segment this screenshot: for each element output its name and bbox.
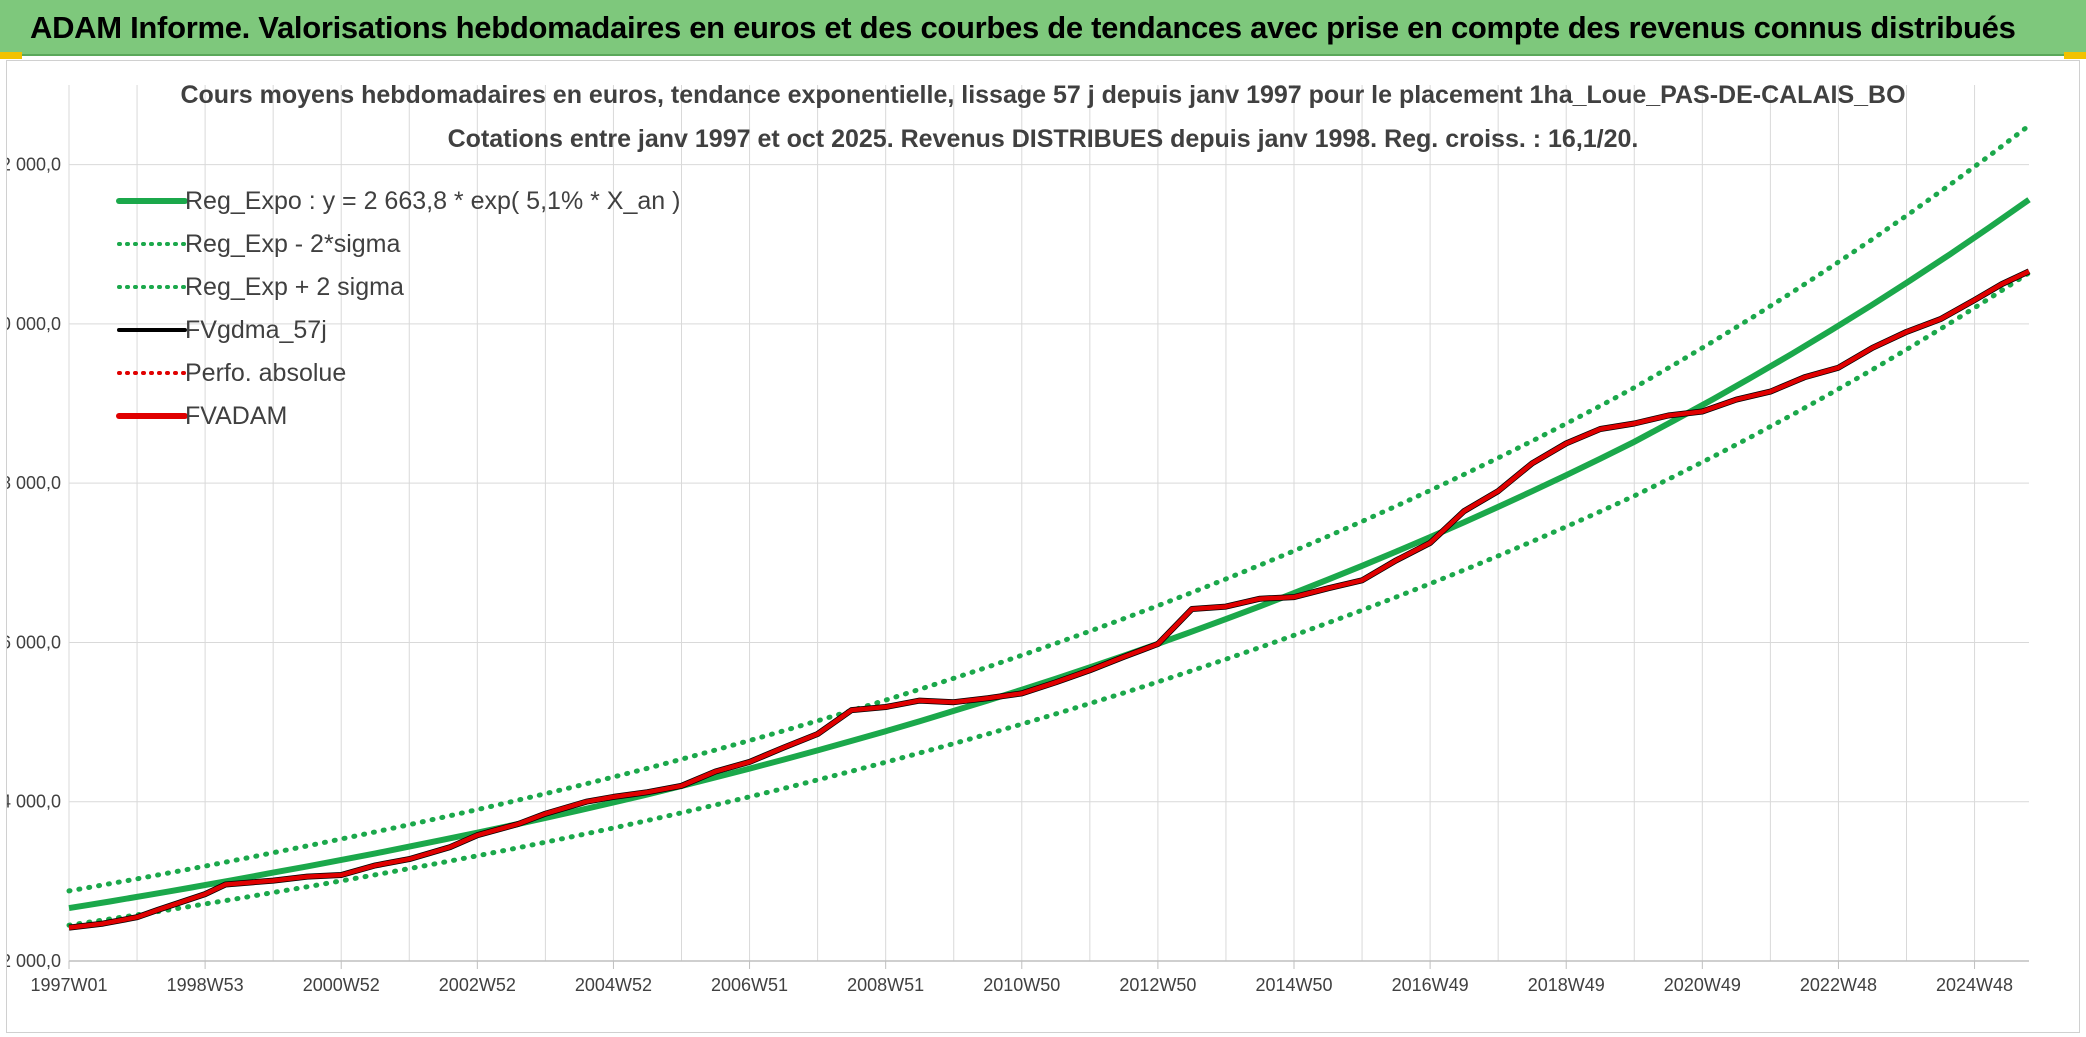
x-tick-label: 2002W52 [439, 975, 516, 995]
x-tick-label: 2004W52 [575, 975, 652, 995]
y-tick-label: 12 000,0 [7, 155, 61, 175]
x-tick-label: 2010W50 [983, 975, 1060, 995]
y-tick-label: 10 000,0 [7, 314, 61, 334]
series-reg-minus-2sigma [66, 270, 2032, 928]
chart-title-line-2: Cotations entre janv 1997 et oct 2025. R… [448, 125, 1639, 153]
legend: Reg_Expo : y = 2 663,8 * exp( 5,1% * X_a… [116, 187, 680, 430]
banner-corner-right [2064, 52, 2086, 59]
x-tick-label: 2020W49 [1664, 975, 1741, 995]
series-fvgdma-57j [68, 268, 2031, 931]
series-reg-expo [68, 197, 2031, 912]
x-tick-label: 1998W53 [167, 975, 244, 995]
banner-corner-left [0, 52, 22, 59]
x-tick-label: 2022W48 [1800, 975, 1877, 995]
x-tick-label: 2012W50 [1119, 975, 1196, 995]
x-tick-label: 2024W48 [1936, 975, 2013, 995]
series-fvadam [68, 269, 2030, 930]
y-tick-label: 8 000,0 [7, 473, 61, 493]
banner-title: ADAM Informe. Valorisations hebdomadaire… [30, 10, 2016, 45]
y-tick-label: 4 000,0 [7, 792, 61, 812]
x-tick-label: 2008W51 [847, 975, 924, 995]
legend-label-reg: Reg_Expo : y = 2 663,8 * exp( 5,1% * X_a… [185, 187, 680, 215]
chart-title-line-1: Cours moyens hebdomadaires en euros, ten… [180, 81, 1905, 109]
legend-label-low: Reg_Exp - 2*sigma [185, 230, 400, 258]
x-tick-label: 2018W49 [1528, 975, 1605, 995]
x-tick-label: 2000W52 [303, 975, 380, 995]
title-banner: ADAM Informe. Valorisations hebdomadaire… [0, 0, 2086, 56]
legend-label-perf: Perfo. absolue [185, 359, 346, 387]
grid [68, 85, 2029, 962]
chart-frame: 2 000,0 4 000,0 6 000,0 8 000,0 10 000,0 12 0… [6, 60, 2080, 1033]
legend-label-fvadam: FVADAM [185, 402, 287, 430]
x-tick-label: 2006W51 [711, 975, 788, 995]
axes: 2 000,0 4 000,0 6 000,0 8 000,0 10 000,0 12 0… [7, 155, 2029, 995]
series [66, 123, 2032, 931]
x-tick-label: 2016W49 [1392, 975, 1469, 995]
x-tick-label: 2014W50 [1255, 975, 1332, 995]
y-tick-label: 6 000,0 [7, 632, 61, 652]
y-tick-label: 2 000,0 [7, 951, 61, 971]
legend-label-fvg: FVgdma_57j [185, 316, 327, 344]
series-reg-plus-2sigma [66, 123, 2032, 894]
x-tick-label: 1997W01 [30, 975, 107, 995]
line-chart: 2 000,0 4 000,0 6 000,0 8 000,0 10 000,0 12 0… [7, 81, 2032, 995]
legend-label-high: Reg_Exp + 2 sigma [185, 273, 404, 301]
